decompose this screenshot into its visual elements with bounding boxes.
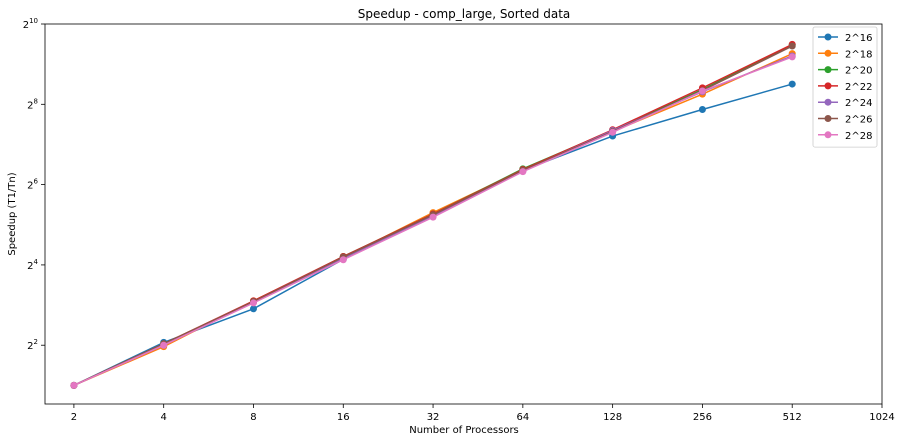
data-point bbox=[160, 341, 168, 349]
legend-item: 2^28 bbox=[818, 131, 872, 142]
x-tick-label: 128 bbox=[603, 412, 622, 423]
legend-label: 2^18 bbox=[845, 49, 872, 60]
legend-item: 2^24 bbox=[818, 98, 872, 109]
x-tick-label: 4 bbox=[161, 412, 167, 423]
legend-marker bbox=[824, 49, 832, 57]
legend-item: 2^26 bbox=[818, 115, 872, 126]
legend: 2^16 2^18 2^20 2^22 2^24 2^26 2^28 bbox=[812, 26, 878, 148]
x-axis-ticks: 2 4 8 16 32 64 128 256 512 1024 bbox=[71, 404, 895, 423]
y-tick-label: 28 bbox=[27, 97, 38, 111]
data-point bbox=[70, 381, 78, 389]
legend-marker bbox=[824, 66, 832, 74]
x-tick-label: 64 bbox=[516, 412, 529, 423]
data-point bbox=[698, 106, 706, 114]
legend-item: 2^20 bbox=[818, 66, 872, 77]
data-point bbox=[788, 42, 796, 50]
series-layer bbox=[70, 40, 796, 389]
x-tick-label: 16 bbox=[337, 412, 350, 423]
data-point bbox=[788, 80, 796, 88]
x-tick-label: 8 bbox=[250, 412, 256, 423]
plot-area bbox=[44, 23, 883, 405]
data-point bbox=[429, 213, 437, 221]
legend-marker bbox=[824, 98, 832, 106]
y-tick-label: 24 bbox=[27, 258, 38, 272]
data-point bbox=[339, 256, 347, 264]
legend-label: 2^16 bbox=[845, 33, 872, 44]
legend-item: 2^18 bbox=[818, 49, 872, 60]
legend-item: 2^16 bbox=[818, 33, 872, 44]
data-point bbox=[609, 128, 617, 136]
legend-label: 2^24 bbox=[845, 98, 872, 109]
x-tick-label: 2 bbox=[71, 412, 77, 423]
x-tick-label: 32 bbox=[427, 412, 440, 423]
data-point bbox=[698, 87, 706, 95]
data-point bbox=[519, 168, 527, 176]
series-2-28 bbox=[70, 53, 796, 389]
data-point bbox=[788, 53, 796, 61]
legend-item: 2^22 bbox=[818, 82, 872, 93]
y-tick-label: 210 bbox=[23, 17, 38, 31]
legend-label: 2^28 bbox=[845, 131, 872, 142]
legend-marker bbox=[824, 82, 832, 90]
y-tick-label: 26 bbox=[27, 178, 38, 192]
y-axis-label: Speedup (T1/Tn) bbox=[7, 172, 18, 255]
x-tick-label: 1024 bbox=[869, 412, 894, 423]
y-tick-label: 22 bbox=[27, 338, 38, 352]
legend-marker bbox=[824, 131, 832, 139]
data-point bbox=[249, 305, 257, 313]
x-tick-label: 256 bbox=[693, 412, 712, 423]
x-axis-label: Number of Processors bbox=[409, 425, 519, 436]
legend-label: 2^20 bbox=[845, 66, 872, 77]
legend-label: 2^26 bbox=[845, 115, 872, 126]
legend-label: 2^22 bbox=[845, 82, 872, 93]
legend-marker bbox=[824, 33, 832, 41]
x-tick-label: 512 bbox=[783, 412, 802, 423]
y-axis-ticks: 22 24 26 28 210 bbox=[23, 17, 45, 352]
legend-marker bbox=[824, 115, 832, 122]
data-point bbox=[249, 299, 257, 307]
chart-title: Speedup - comp_large, Sorted data bbox=[358, 7, 571, 21]
